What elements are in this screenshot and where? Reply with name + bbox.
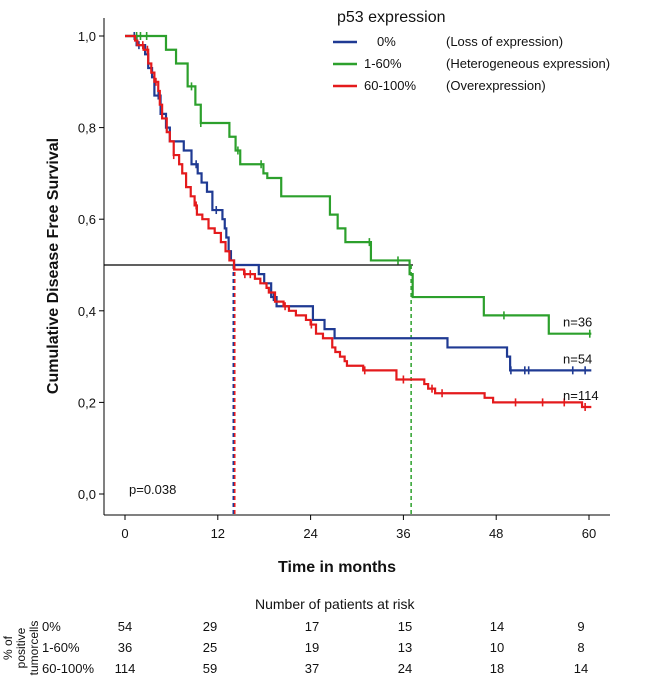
risk-cell: 25 xyxy=(202,640,218,655)
risk-cell: 37 xyxy=(304,661,320,676)
risk-row-label: 1-60% xyxy=(42,640,80,655)
risk-cell: 29 xyxy=(202,619,218,634)
survival-curve-0% xyxy=(125,34,592,372)
risk-cell: 59 xyxy=(202,661,218,676)
risk-table-title: Number of patients at risk xyxy=(255,596,415,612)
risk-cell: 24 xyxy=(397,661,413,676)
series-end-label: n=114 xyxy=(563,388,599,403)
axes-layer: 0,0 0,2 0,4 0,6 0,8 1,0 0 12 24 36 48 60 Cumulative … xyxy=(45,18,610,576)
risk-row-label: 0% xyxy=(42,619,61,634)
risk-cell: 54 xyxy=(117,619,133,634)
risk-cell: 10 xyxy=(489,640,505,655)
series-layer: n=54 n=36 n=114 xyxy=(125,32,599,411)
x-axis-title: Time in months xyxy=(278,559,396,576)
y-tick-label: 1,0 xyxy=(78,29,96,44)
risk-cell: 17 xyxy=(304,619,320,634)
series-end-label: n=36 xyxy=(563,315,592,330)
y-tick-label: 0,8 xyxy=(78,121,96,136)
risk-cell: 15 xyxy=(397,619,413,634)
p-value-label: p=0.038 xyxy=(129,482,176,497)
risk-cell: 14 xyxy=(489,619,505,634)
risk-cell: 9 xyxy=(577,619,585,634)
y-tick-label: 0,2 xyxy=(78,395,96,410)
legend-description: (Overexpression) xyxy=(446,78,546,93)
risk-cell: 36 xyxy=(117,640,133,655)
x-tick-label: 48 xyxy=(489,526,503,541)
y-axis-title: Cumulative Disease Free Survival xyxy=(45,138,62,394)
legend-description: (Loss of expression) xyxy=(446,34,563,49)
y-tick-label: 0,6 xyxy=(78,212,96,227)
risk-cell: 8 xyxy=(577,640,585,655)
x-tick-label: 24 xyxy=(303,526,317,541)
risk-cell: 14 xyxy=(573,661,589,676)
survival-chart: 0,0 0,2 0,4 0,6 0,8 1,0 0 12 24 36 48 60 Cumulative … xyxy=(45,9,610,576)
series-end-label: n=54 xyxy=(563,351,592,366)
legend-label: 0% xyxy=(377,34,396,49)
risk-table-side-label: % of positive tumorcells xyxy=(1,620,41,676)
risk-row-label: 60-100% xyxy=(42,661,95,676)
y-tick-label: 0,4 xyxy=(78,304,96,319)
risk-cell: 19 xyxy=(304,640,320,655)
risk-cell: 13 xyxy=(397,640,413,655)
risk-cell: 18 xyxy=(489,661,505,676)
legend-label: 60-100% xyxy=(364,78,416,93)
legend: p53 expression 0% (Loss of expression) 1-60… xyxy=(333,9,610,93)
x-tick-label: 36 xyxy=(396,526,410,541)
x-tick-label: 0 xyxy=(121,526,128,541)
risk-cell: 114 xyxy=(114,661,136,676)
x-tick-label: 60 xyxy=(582,526,596,541)
legend-description: (Heterogeneous expression) xyxy=(446,56,610,71)
legend-title: p53 expression xyxy=(337,9,446,26)
legend-label: 1-60% xyxy=(364,56,402,71)
y-tick-label: 0,0 xyxy=(78,487,96,502)
x-tick-label: 12 xyxy=(211,526,225,541)
